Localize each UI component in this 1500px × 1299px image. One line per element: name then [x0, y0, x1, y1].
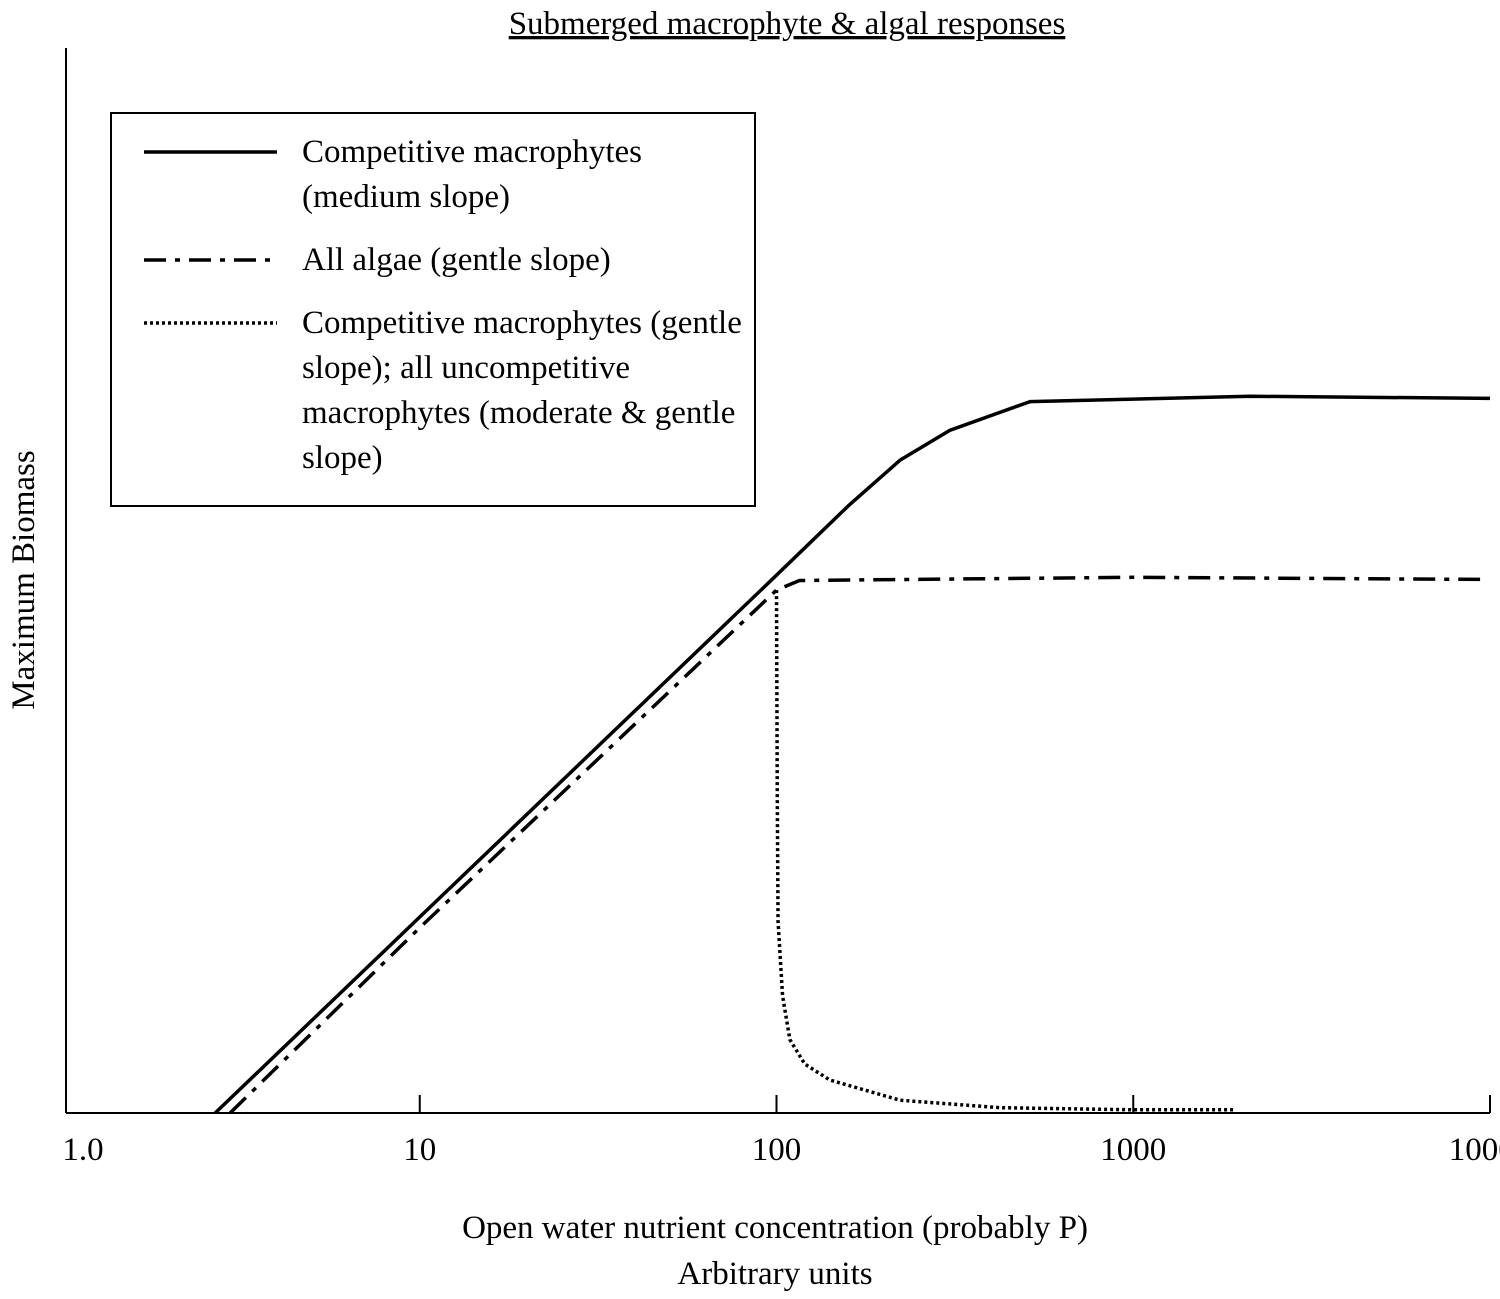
- x-tick-label: 1.0: [62, 1132, 103, 1168]
- x-axis-label: Arbitrary units: [677, 1256, 872, 1292]
- series-line: [213, 394, 1491, 1115]
- legend-entry: All algae (gentle slope): [112, 238, 754, 283]
- x-tick-label: 10: [403, 1132, 436, 1168]
- x-tick-label: 100: [752, 1132, 802, 1168]
- legend-swatch: [144, 258, 277, 262]
- x-tick-label: 10000: [1449, 1132, 1500, 1168]
- series-line: [774, 590, 1235, 1112]
- legend-swatch: [144, 321, 277, 325]
- legend-label: Competitive macrophytes (medium slope): [302, 134, 643, 215]
- y-axis-label: Maximum Biomass: [6, 450, 42, 709]
- legend-swatch: [144, 150, 277, 154]
- legend-entry: Competitive macrophytes (gentle slope); …: [112, 301, 754, 481]
- series-line: [228, 575, 1481, 1115]
- chart-title: Submerged macrophyte & algal responses: [509, 6, 1066, 42]
- legend-entry: Competitive macrophytes (medium slope): [112, 130, 754, 220]
- x-axis-label: Open water nutrient concentration (proba…: [462, 1210, 1088, 1246]
- x-tick-label: 1000: [1100, 1132, 1166, 1168]
- legend-label: Competitive macrophytes (gentle slope); …: [302, 305, 742, 476]
- legend: Competitive macrophytes (medium slope) Al…: [110, 112, 756, 507]
- legend-label: All algae (gentle slope): [302, 242, 611, 278]
